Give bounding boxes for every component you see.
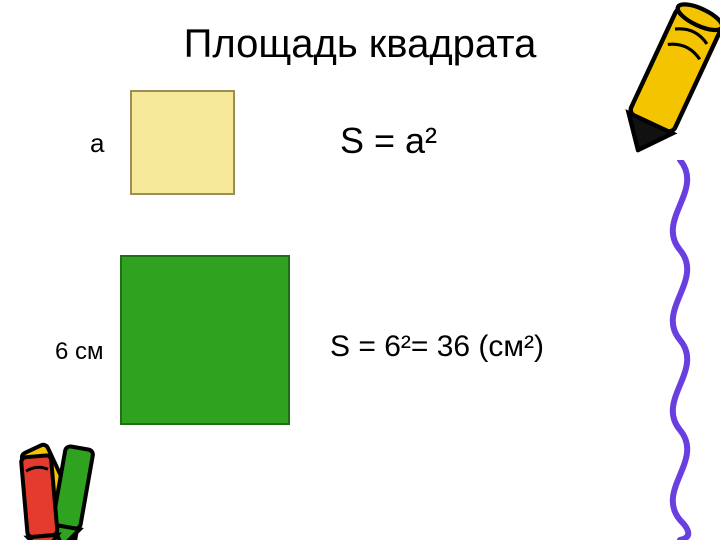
square-small	[130, 90, 235, 195]
formula-general: S = a²	[340, 120, 437, 162]
label-side-a: a	[90, 128, 104, 159]
formula-numeric: S = 6²= 36 (см²)	[330, 330, 544, 364]
label-side-6cm: 6 см	[55, 338, 104, 366]
crayons-cluster-icon	[0, 432, 134, 540]
square-large	[120, 255, 290, 425]
page-title: Площадь квадрата	[0, 22, 720, 67]
slide-stage: Площадь квадрата a 6 см S = a² S = 6²= 3…	[0, 0, 720, 540]
wavy-line-icon	[650, 160, 710, 540]
